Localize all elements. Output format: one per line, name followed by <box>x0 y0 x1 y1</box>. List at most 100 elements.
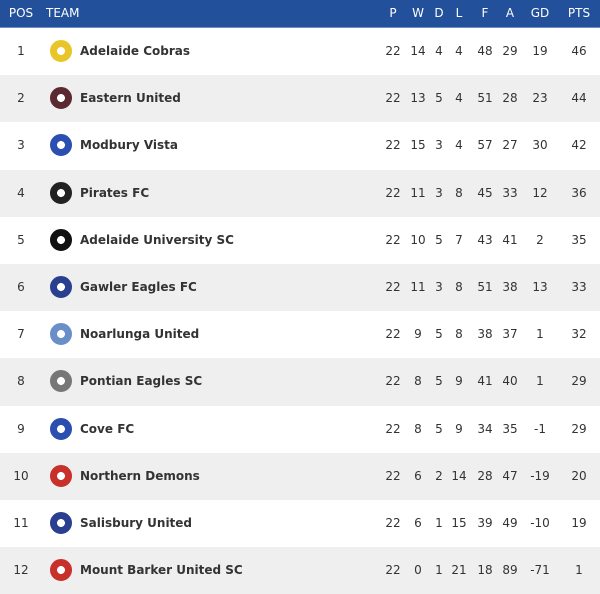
cell-p: 22 <box>385 468 401 483</box>
cell-gd: 1 <box>536 327 544 342</box>
team-name[interactable]: Adelaide University SC <box>80 232 234 247</box>
cell-l: 4 <box>455 44 463 58</box>
team-logo-icon <box>50 228 72 251</box>
cell-a: 33 <box>502 185 518 200</box>
cell-a: 28 <box>502 91 518 106</box>
team-logo-icon <box>50 464 72 487</box>
team-name[interactable]: Northern Demons <box>80 468 200 483</box>
cell-pts: 19 <box>571 515 587 530</box>
team-name[interactable]: Mount Barker United SC <box>80 563 243 578</box>
team-name[interactable]: Adelaide Cobras <box>80 44 191 58</box>
cell-a: 41 <box>502 232 518 247</box>
team-logo-icon <box>50 181 72 204</box>
header-gd[interactable]: GD <box>530 6 550 20</box>
team-name[interactable]: Gawler Eagles FC <box>80 279 197 294</box>
cell-pos: 4 <box>17 185 25 200</box>
header-pts[interactable]: PTS <box>567 6 591 20</box>
team-name[interactable]: Pirates FC <box>80 185 150 200</box>
team-logo-icon <box>50 134 72 157</box>
table-row[interactable]: 7 Noarlunga United 22 9 5 8 38 37 1 32 <box>0 311 600 358</box>
cell-d: 1 <box>435 515 443 530</box>
header-w[interactable]: W <box>412 6 424 20</box>
cell-pos: 2 <box>17 91 25 106</box>
cell-f: 38 <box>477 327 493 342</box>
cell-d: 5 <box>435 374 443 389</box>
cell-gd: -71 <box>530 563 550 578</box>
cell-l: 8 <box>455 279 463 294</box>
header-f[interactable]: F <box>481 6 489 20</box>
cell-f: 48 <box>477 44 493 58</box>
cell-a: 40 <box>502 374 518 389</box>
header-l[interactable]: L <box>455 6 463 20</box>
team-name[interactable]: Pontian Eagles SC <box>80 374 203 389</box>
table-header: POS TEAM P W D L F A GD PTS <box>0 0 600 28</box>
cell-w: 15 <box>410 138 426 153</box>
table-row[interactable]: 3 Modbury Vista 22 15 3 4 57 27 30 42 <box>0 122 600 169</box>
cell-w: 6 <box>414 468 422 483</box>
cell-l: 9 <box>455 374 463 389</box>
cell-pts: 29 <box>571 374 587 389</box>
cell-p: 22 <box>385 232 401 247</box>
cell-w: 6 <box>414 515 422 530</box>
table-row[interactable]: 4 Pirates FC 22 11 3 8 45 33 12 36 <box>0 169 600 217</box>
cell-a: 27 <box>502 138 518 153</box>
cell-p: 22 <box>385 374 401 389</box>
table-row[interactable]: 1 Adelaide Cobras 22 14 4 4 48 29 19 46 <box>0 28 600 75</box>
cell-gd: -1 <box>534 421 546 436</box>
cell-a: 47 <box>502 468 518 483</box>
cell-gd: 1 <box>536 374 544 389</box>
cell-d: 5 <box>435 327 443 342</box>
cell-gd: 13 <box>532 279 548 294</box>
team-logo-icon <box>50 87 72 110</box>
cell-f: 57 <box>477 138 493 153</box>
cell-l: 9 <box>455 421 463 436</box>
cell-w: 0 <box>414 563 422 578</box>
cell-p: 22 <box>385 185 401 200</box>
table-row[interactable]: 8 Pontian Eagles SC 22 8 5 9 41 40 1 29 <box>0 358 600 406</box>
cell-f: 43 <box>477 232 493 247</box>
team-name[interactable]: Noarlunga United <box>80 327 200 342</box>
cell-pts: 35 <box>571 232 587 247</box>
table-row[interactable]: 9 Cove FC 22 8 5 9 34 35 -1 29 <box>0 406 600 453</box>
cell-p: 22 <box>385 563 401 578</box>
cell-l: 21 <box>451 563 467 578</box>
team-name[interactable]: Salisbury United <box>80 515 193 530</box>
cell-a: 37 <box>502 327 518 342</box>
cell-f: 39 <box>477 515 493 530</box>
cell-d: 2 <box>435 468 443 483</box>
team-logo-icon <box>50 417 72 440</box>
cell-w: 8 <box>414 421 422 436</box>
table-row[interactable]: 11 Salisbury United 22 6 1 15 39 49 -10 19 <box>0 500 600 547</box>
cell-gd: -10 <box>530 515 550 530</box>
team-logo-icon <box>50 370 72 393</box>
team-name[interactable]: Cove FC <box>80 421 135 436</box>
table-row[interactable]: 12 Mount Barker United SC 22 0 1 21 18 89 -71 1 <box>0 547 600 594</box>
cell-l: 4 <box>455 91 463 106</box>
header-team[interactable]: TEAM <box>46 6 80 20</box>
cell-a: 38 <box>502 279 518 294</box>
cell-pos: 1 <box>17 44 25 58</box>
cell-pos: 5 <box>17 232 25 247</box>
team-logo-icon <box>50 40 72 62</box>
cell-d: 3 <box>435 138 443 153</box>
team-name[interactable]: Eastern United <box>80 91 181 106</box>
team-name[interactable]: Modbury Vista <box>80 138 178 153</box>
header-p[interactable]: P <box>389 6 397 20</box>
table-row[interactable]: 2 Eastern United 22 13 5 4 51 28 23 44 <box>0 75 600 123</box>
header-d[interactable]: D <box>434 6 444 20</box>
cell-pos: 12 <box>13 563 29 578</box>
team-logo-icon <box>50 323 72 346</box>
header-pos[interactable]: POS <box>8 6 34 20</box>
table-row[interactable]: 6 Gawler Eagles FC 22 11 3 8 51 38 13 33 <box>0 263 600 312</box>
cell-d: 5 <box>435 232 443 247</box>
team-logo-icon <box>50 559 72 582</box>
team-logo-icon <box>50 511 72 534</box>
cell-f: 51 <box>477 279 493 294</box>
cell-gd: -19 <box>530 468 550 483</box>
cell-pts: 32 <box>571 327 587 342</box>
table-row[interactable]: 10 Northern Demons 22 6 2 14 28 47 -19 20 <box>0 452 600 500</box>
header-a[interactable]: A <box>505 6 515 20</box>
table-row[interactable]: 5 Adelaide University SC 22 10 5 7 43 41 2 35 <box>0 217 600 264</box>
cell-pos: 6 <box>17 279 25 294</box>
cell-pos: 7 <box>17 327 25 342</box>
